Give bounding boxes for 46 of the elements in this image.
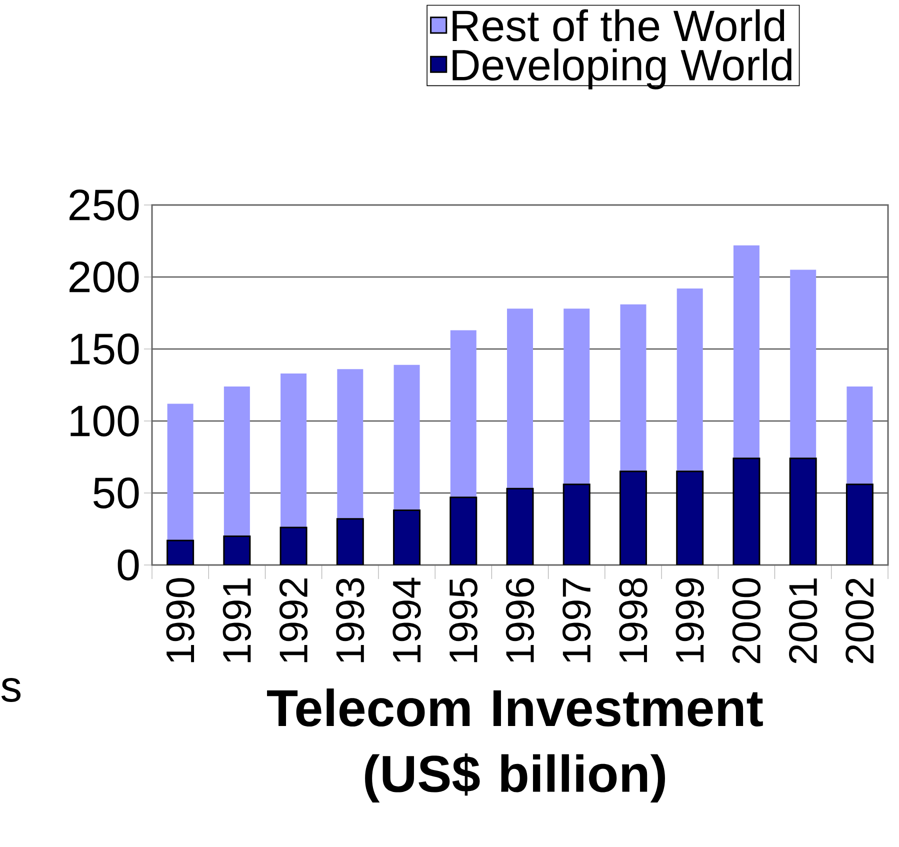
x-tick-label: 1993 [336, 578, 364, 662]
y-tick-label: 150 [70, 333, 139, 365]
x-tick-label: 2000 [732, 578, 761, 664]
bar [280, 373, 307, 528]
x-tick-label: 1997 [562, 578, 591, 662]
x-tick-label: 1991 [222, 578, 252, 662]
x-tick-label: 1990 [166, 578, 194, 662]
y-tick-label: 100 [70, 405, 139, 437]
bar [394, 364, 420, 510]
bar [224, 386, 250, 536]
y-tick-label: 250 [70, 189, 139, 221]
x-tick-label: 1996 [506, 578, 534, 662]
x-tick-label: 1998 [619, 578, 648, 662]
bar [846, 484, 874, 565]
bar [336, 518, 364, 565]
bar [846, 386, 873, 484]
text: Telecom Investment (US$ billion) [267, 688, 763, 803]
bar [337, 369, 364, 519]
bar [676, 288, 703, 472]
y-tick-label: 50 [93, 477, 139, 509]
legend-label: Developing World [452, 48, 792, 90]
bar [789, 458, 817, 565]
bar [732, 458, 760, 565]
bar [733, 245, 760, 458]
y-tick-label: 200 [70, 261, 139, 293]
bar [393, 510, 421, 565]
x-tick-label: 1992 [279, 578, 308, 662]
legend-label: Rest of the World [452, 9, 784, 42]
x-tick-label: 1999 [676, 578, 704, 662]
bar [507, 308, 534, 489]
bar [564, 308, 590, 484]
bar [562, 484, 590, 565]
bar [450, 330, 476, 498]
x-tick-label: 2001 [788, 578, 818, 664]
text: s [1, 678, 21, 702]
bar [619, 470, 647, 565]
bar [167, 404, 194, 541]
x-tick-label: 2002 [846, 578, 874, 664]
bar [790, 270, 816, 458]
x-tick-label: 1995 [449, 578, 478, 662]
bar [450, 496, 478, 565]
bar [620, 304, 646, 472]
bar [676, 470, 704, 565]
y-tick-label: 0 [118, 549, 139, 581]
x-tick-label: 1994 [392, 578, 421, 662]
bar [506, 488, 534, 565]
